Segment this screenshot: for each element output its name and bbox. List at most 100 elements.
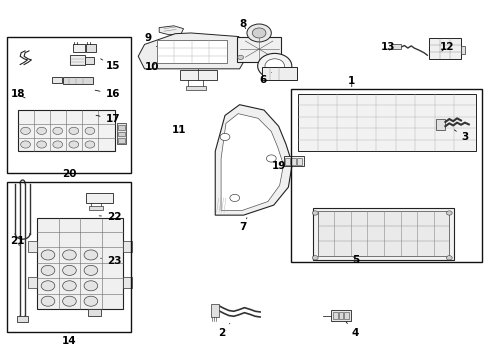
Circle shape [266,155,276,162]
Bar [332,312,337,319]
Text: 3: 3 [453,130,468,142]
Circle shape [37,141,46,148]
Bar [211,305,219,317]
Bar [118,132,124,136]
Text: 6: 6 [259,72,271,85]
Circle shape [20,141,30,148]
Bar [122,241,132,252]
Bar [6,182,131,332]
Text: 2: 2 [217,323,229,338]
Circle shape [41,281,55,291]
Bar [118,138,124,143]
Polygon shape [138,33,246,69]
Text: 18: 18 [10,89,25,99]
Text: 4: 4 [346,322,358,338]
Bar [312,208,453,260]
Bar [27,241,37,252]
Circle shape [220,134,229,140]
Circle shape [69,141,79,148]
Bar [27,277,37,288]
Bar [89,206,103,211]
Circle shape [85,127,95,134]
Bar [70,55,84,65]
Circle shape [84,296,98,306]
Text: 20: 20 [61,168,76,179]
Bar [62,77,93,84]
Polygon shape [159,26,183,35]
Polygon shape [215,105,292,215]
Bar [185,86,206,90]
Bar [290,158,295,165]
Bar [283,156,304,166]
Text: 7: 7 [239,218,246,231]
Text: 8: 8 [239,19,246,29]
Circle shape [53,127,62,134]
Circle shape [257,53,291,78]
Bar [317,211,448,256]
Circle shape [41,265,55,275]
Bar [73,44,85,51]
Bar [118,126,124,130]
Text: 21: 21 [10,236,25,246]
Text: 11: 11 [171,125,185,135]
Circle shape [312,256,318,260]
Circle shape [446,256,451,260]
Bar [18,110,115,151]
Text: 16: 16 [95,89,120,99]
Bar [460,45,465,54]
Circle shape [69,127,79,134]
Bar [6,37,131,173]
Bar [290,89,482,262]
Bar [85,57,94,64]
Bar [86,193,113,203]
Text: 14: 14 [61,332,76,346]
Circle shape [237,55,243,59]
Circle shape [446,211,451,215]
Circle shape [37,127,46,134]
Circle shape [53,141,62,148]
Bar [285,158,289,165]
Polygon shape [221,114,283,211]
Circle shape [252,28,265,38]
Circle shape [20,127,30,134]
Text: 12: 12 [439,42,453,52]
Text: 17: 17 [96,114,120,124]
Bar [390,44,400,49]
Bar [344,312,348,319]
Circle shape [274,55,280,59]
Bar [86,44,96,51]
Text: 15: 15 [101,59,120,71]
Circle shape [229,194,239,202]
Text: 19: 19 [271,161,285,171]
Circle shape [312,211,318,215]
Circle shape [84,250,98,260]
Circle shape [246,24,271,42]
Bar [330,310,350,320]
Circle shape [62,265,76,275]
Text: 22: 22 [99,212,121,221]
Circle shape [62,281,76,291]
Bar [37,218,122,309]
Circle shape [264,59,284,73]
Bar [122,277,132,288]
Bar [180,69,216,80]
Circle shape [62,250,76,260]
Bar [88,309,101,316]
Bar [237,37,281,62]
Text: 9: 9 [144,33,157,46]
Circle shape [62,296,76,306]
Bar [338,312,343,319]
Bar [157,40,227,63]
Text: 23: 23 [101,256,121,266]
Circle shape [41,296,55,306]
Text: 1: 1 [347,76,355,87]
Bar [261,67,296,80]
Text: 10: 10 [144,62,159,72]
Circle shape [85,141,95,148]
Bar [117,123,126,144]
Bar [298,94,475,151]
Bar [17,316,28,321]
Circle shape [84,281,98,291]
Bar [52,77,61,83]
Bar [435,119,445,130]
